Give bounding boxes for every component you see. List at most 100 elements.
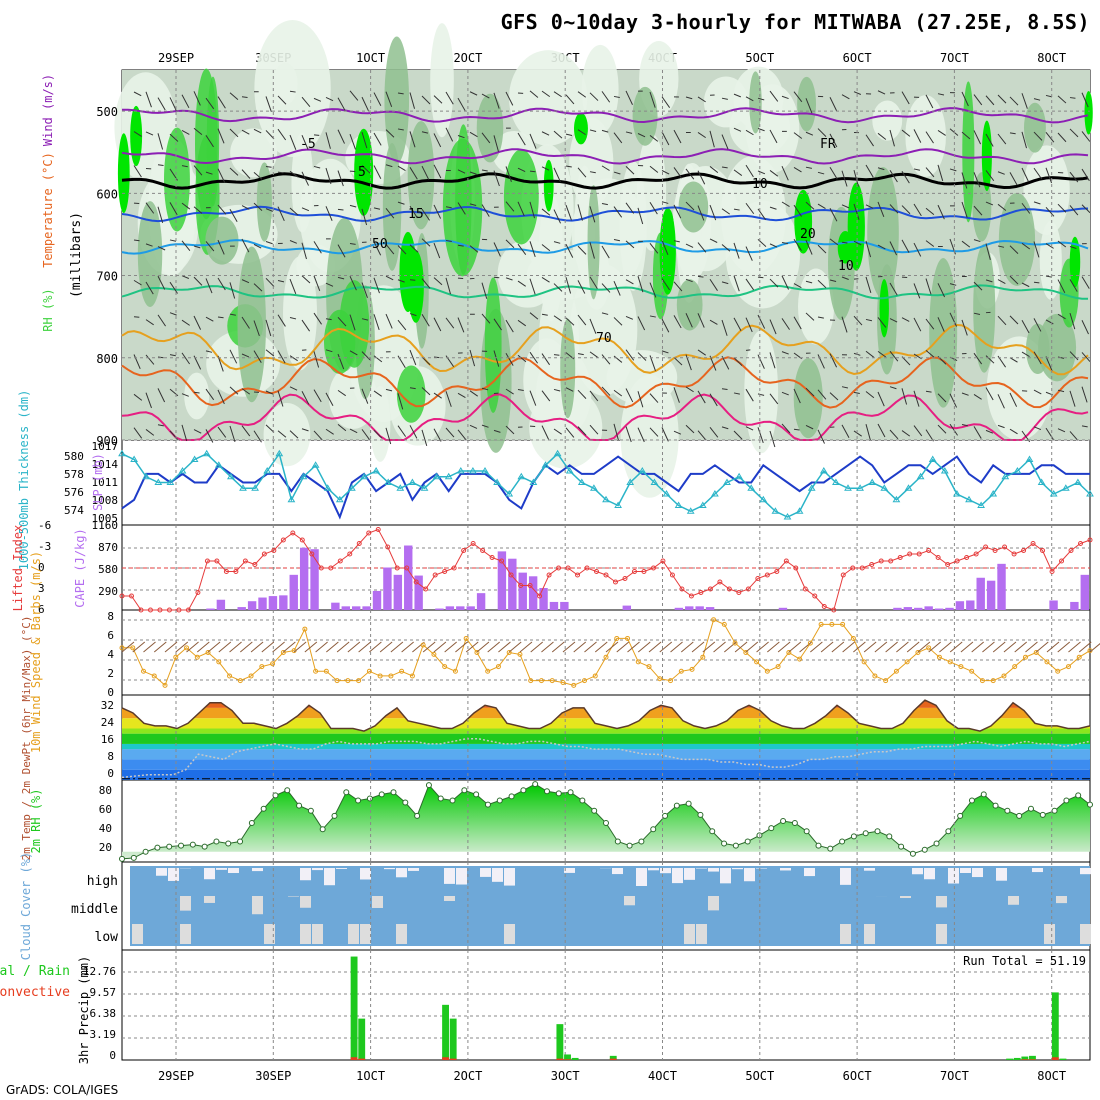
cape-bar — [331, 602, 340, 610]
wind-barb — [565, 133, 573, 137]
wind-speed-marker — [227, 673, 233, 679]
rh-moist-area — [407, 121, 435, 230]
lifted-index-marker — [622, 576, 628, 581]
wind-barb — [241, 96, 248, 98]
rh-dry-area — [1039, 220, 1062, 300]
wind-barb — [853, 240, 862, 246]
wind-barb — [217, 168, 226, 183]
wind-barb — [1033, 389, 1042, 395]
wind-barb — [313, 389, 322, 403]
wind-barb — [1069, 312, 1076, 330]
wind-barb — [145, 243, 153, 247]
wind-barb — [973, 172, 981, 188]
slp-marker — [432, 472, 441, 480]
wind-barb — [589, 276, 598, 289]
slp-marker — [227, 472, 235, 480]
precip-convective-bar — [556, 1058, 564, 1060]
wind-barb — [1033, 426, 1042, 431]
lifted-index-marker — [707, 586, 713, 592]
slp-marker — [953, 490, 961, 497]
wind-barb — [625, 279, 634, 285]
wind-barb — [397, 92, 404, 95]
wind-barb — [422, 641, 436, 653]
cloud-gap-low — [1044, 924, 1055, 944]
lifted-index-marker — [973, 551, 979, 557]
wind-barb — [805, 387, 815, 397]
wind-barb — [985, 279, 993, 283]
slp-marker — [481, 467, 489, 474]
wind-barb — [889, 129, 895, 147]
rh-saturated-area — [1069, 236, 1081, 288]
wind-barb — [805, 239, 813, 255]
lifted-index-marker — [242, 558, 248, 564]
precip-convective-bar — [442, 1057, 449, 1060]
wind-barb — [289, 430, 299, 439]
wind-barb — [481, 282, 488, 299]
cape-bar — [362, 606, 371, 610]
cape-bar — [404, 545, 413, 610]
rh-marker — [532, 781, 539, 788]
wind-barb — [841, 94, 850, 100]
wind-barb — [553, 167, 561, 183]
wind-speed-marker — [194, 654, 200, 660]
wind-barb — [788, 641, 802, 653]
wind-barb — [985, 133, 994, 147]
wind-speed-marker — [915, 650, 921, 655]
rh-marker — [178, 842, 185, 849]
wind-barb — [1009, 96, 1019, 106]
wind-barb — [769, 243, 778, 248]
slp-marker — [311, 461, 320, 468]
wind-barb — [613, 95, 620, 99]
panel-frame-wind — [121, 609, 1091, 696]
cape-bar — [237, 607, 246, 610]
wind-barb — [637, 391, 644, 408]
wind-barb — [697, 96, 706, 103]
lifted-index-marker — [442, 569, 448, 574]
precip-total-bar — [564, 1054, 571, 1060]
wind-barb — [709, 427, 719, 438]
lifted-index-marker — [499, 558, 505, 564]
wind-barb — [553, 130, 563, 139]
wind-barb — [1057, 95, 1067, 104]
wind-barb — [445, 317, 455, 329]
wind-barb — [709, 278, 718, 291]
cloud-gap-high — [1080, 868, 1091, 875]
wind-barb — [181, 424, 188, 442]
wind-barb — [781, 391, 789, 396]
wind-barb — [637, 316, 646, 331]
wind-speed-marker — [926, 645, 932, 651]
cape-bar — [924, 606, 933, 610]
wind-barb — [1009, 275, 1019, 285]
cloud-gap-high — [492, 868, 503, 882]
wind-barb — [1057, 428, 1066, 433]
chart-title: GFS 0~10day 3-hourly for MITWABA (27.25E… — [500, 10, 1090, 34]
wind-barb — [1033, 98, 1041, 101]
wind-barb — [961, 424, 968, 427]
cloud-gap-middle — [180, 896, 191, 911]
wind-barb — [769, 430, 776, 448]
wind-barb — [961, 131, 971, 140]
temp-band — [122, 769, 1090, 780]
cape-bar — [476, 593, 486, 610]
wind-barb — [649, 135, 659, 142]
y-tick-label: 576 — [64, 486, 84, 499]
wind-barb — [541, 313, 548, 316]
wind-barb — [205, 97, 215, 110]
wind-barb — [865, 350, 875, 358]
rh-marker — [248, 820, 255, 827]
wind-barb — [637, 641, 651, 653]
slp-marker — [553, 449, 562, 457]
wind-barb — [637, 207, 644, 225]
wind-barb — [476, 641, 490, 653]
cloud-gap-high — [996, 868, 1007, 881]
wind-speed-marker — [323, 668, 329, 674]
cape-bar — [560, 601, 569, 610]
rh-marker — [650, 826, 657, 833]
wind-speed-marker — [248, 673, 254, 679]
wind-barb — [925, 278, 932, 295]
wind-speed-marker — [775, 664, 781, 670]
rh-marker — [662, 812, 669, 819]
cape-bar — [914, 607, 923, 610]
lifted-index-marker — [375, 527, 381, 532]
wind-barb — [551, 641, 565, 653]
